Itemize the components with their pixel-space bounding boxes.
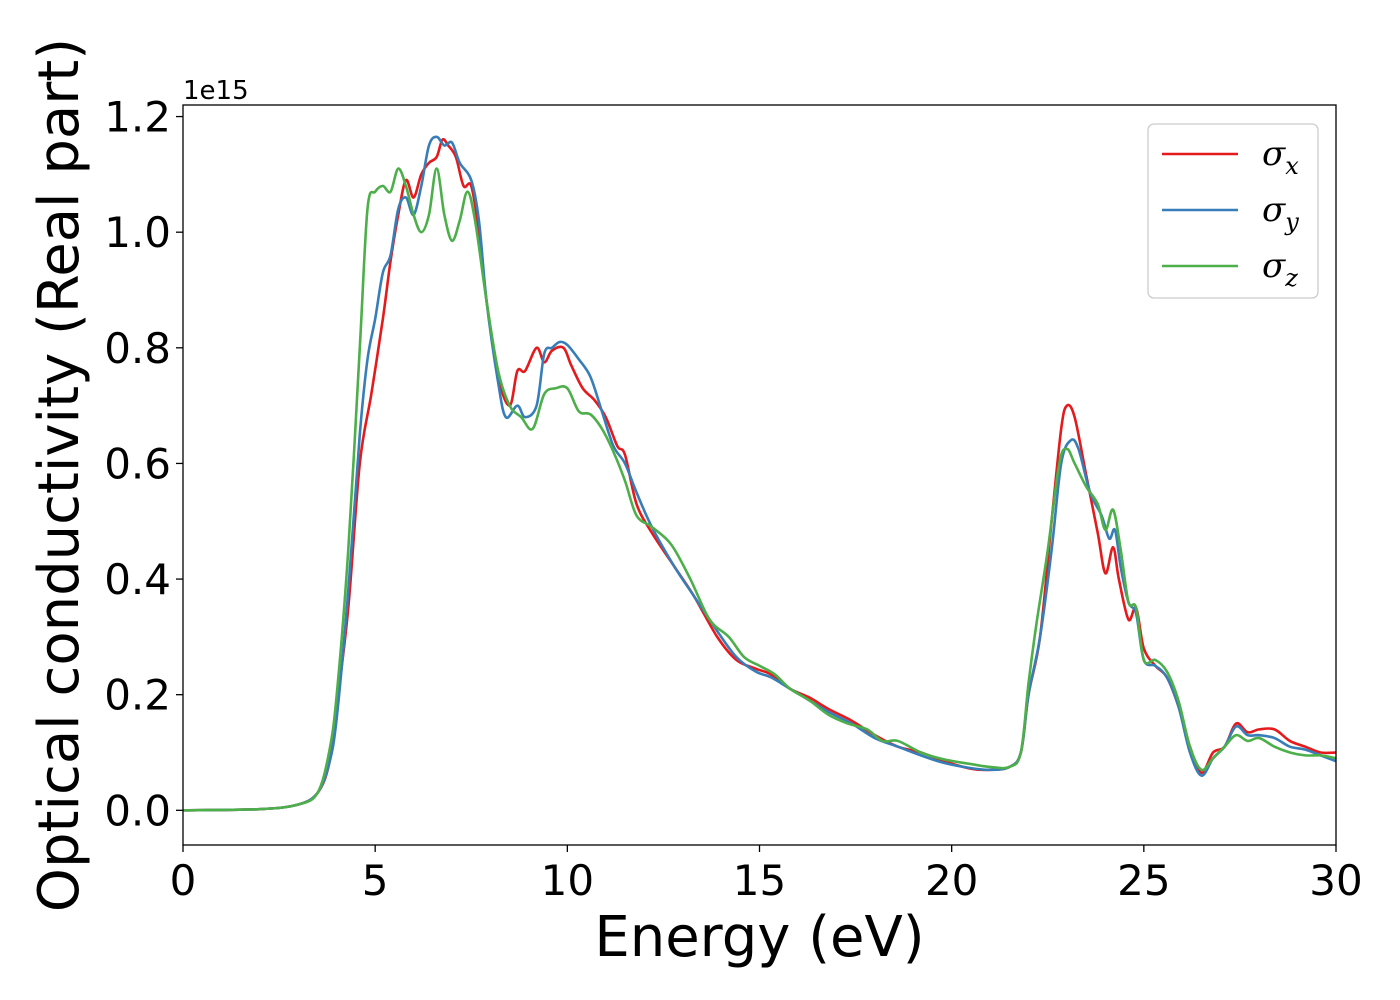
y-tick-label: 0.8 bbox=[104, 324, 171, 373]
x-axis-ticks: 0 5 10 15 20 25 30 bbox=[170, 845, 1363, 905]
x-tick-label: 15 bbox=[733, 856, 786, 905]
plot-lines bbox=[183, 135, 1336, 812]
y-tick-label: 0.4 bbox=[104, 555, 171, 604]
y-axis-label: Optical conductivity (Real part) bbox=[27, 38, 92, 912]
x-axis-label: Energy (eV) bbox=[594, 905, 924, 970]
y-tick-label: 1.2 bbox=[104, 93, 171, 142]
legend-label-z: σz bbox=[1262, 246, 1298, 292]
x-tick-label: 25 bbox=[1117, 856, 1170, 905]
y-axis-ticks: 0.0 0.2 0.4 0.6 0.8 1.0 1.2 bbox=[104, 93, 183, 835]
y-tick-label: 1.0 bbox=[104, 208, 171, 257]
y-tick-label: 0.0 bbox=[104, 786, 171, 835]
x-tick-label: 30 bbox=[1309, 856, 1362, 905]
series-line-x bbox=[183, 137, 1336, 812]
legend-label-y: σy bbox=[1262, 190, 1299, 236]
y-tick-label: 0.6 bbox=[104, 439, 171, 488]
x-tick-label: 20 bbox=[925, 856, 978, 905]
y-tick-label: 0.2 bbox=[104, 671, 171, 720]
x-tick-label: 5 bbox=[362, 856, 389, 905]
y-offset-label: 1e15 bbox=[183, 76, 249, 106]
x-tick-label: 0 bbox=[170, 856, 197, 905]
series-line-z bbox=[183, 167, 1336, 812]
legend-label-x: σx bbox=[1262, 134, 1299, 180]
x-tick-label: 10 bbox=[541, 856, 594, 905]
legend: σx σy σz bbox=[1147, 123, 1319, 299]
